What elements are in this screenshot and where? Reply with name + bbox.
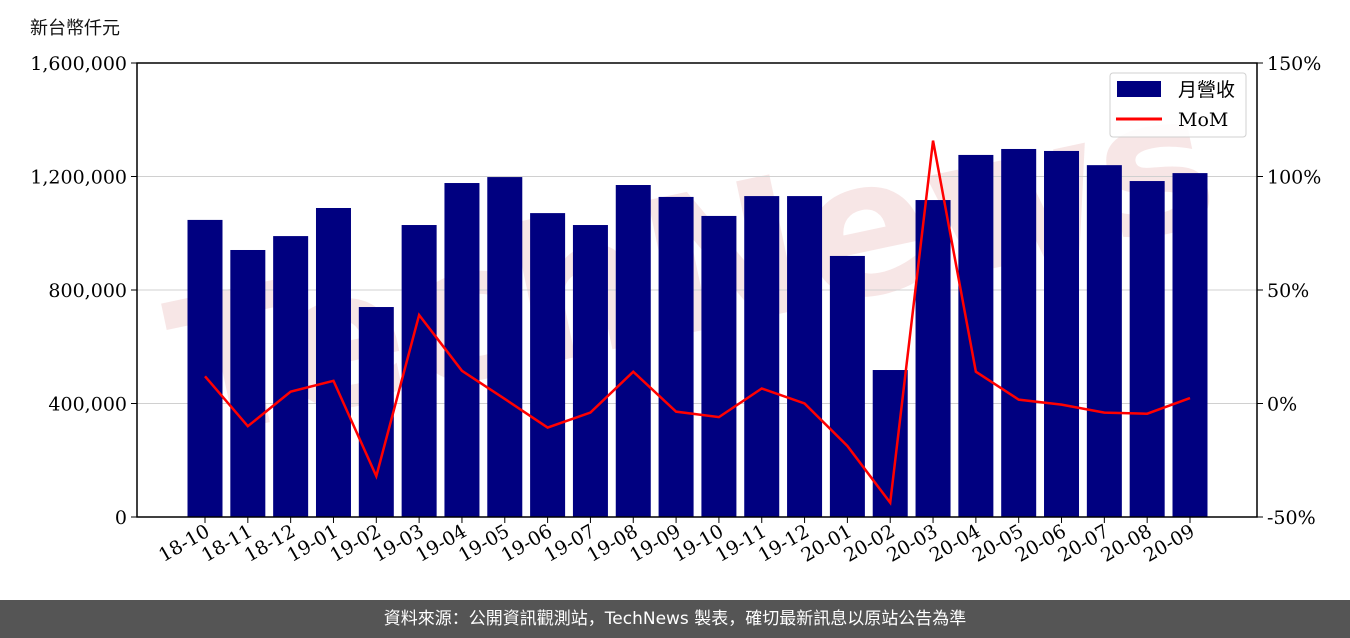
left-tick-label: 800,000	[48, 280, 127, 302]
bar-19-09	[658, 196, 694, 517]
bar-18-11	[230, 249, 266, 517]
bar-20-01	[829, 255, 865, 517]
left-tick-label: 1,200,000	[30, 167, 127, 189]
bar-20-05	[1001, 148, 1037, 517]
mom-line	[204, 140, 1191, 506]
bar-20-08	[1129, 181, 1165, 518]
revenue-chart: TechNews0400,000800,0001,200,0001,600,00…	[30, 47, 1321, 566]
right-tick-label: 50%	[1267, 280, 1309, 302]
bar-19-10	[701, 215, 737, 517]
right-tick-label: 150%	[1267, 53, 1321, 75]
bar-18-10	[187, 219, 223, 517]
bar-19-06	[530, 213, 566, 517]
legend-label-mom: MoM	[1178, 109, 1228, 131]
bar-19-01	[315, 207, 351, 517]
right-tick-label: 0%	[1267, 394, 1297, 416]
bar-19-12	[787, 196, 823, 518]
plot-frame	[136, 62, 1258, 518]
x-tick-label: 20-09	[1140, 520, 1198, 566]
bar-19-03	[401, 225, 437, 518]
right-tick-label: -50%	[1267, 507, 1316, 529]
legend-label-revenue: 月營收	[1178, 79, 1235, 101]
bar-20-03	[915, 200, 951, 517]
left-tick-label: 0	[115, 507, 127, 529]
bar-20-04	[958, 154, 994, 517]
bar-19-08	[615, 185, 651, 517]
legend-bar-swatch	[1117, 81, 1161, 97]
source-footer: 資料來源：公開資訊觀測站，TechNews 製表，確切最新訊息以原站公告為準	[0, 600, 1350, 638]
y-axis-unit-label: 新台幣仟元	[30, 18, 120, 39]
bar-19-04	[444, 183, 480, 517]
bar-19-05	[487, 177, 523, 517]
bar-20-09	[1172, 173, 1208, 517]
bar-19-02	[358, 307, 394, 517]
left-tick-label: 1,600,000	[30, 53, 127, 75]
bar-19-11	[744, 196, 780, 518]
bar-20-06	[1044, 150, 1080, 517]
right-tick-label: 100%	[1267, 167, 1321, 189]
left-tick-label: 400,000	[48, 394, 127, 416]
bar-18-12	[273, 236, 309, 517]
bar-20-07	[1086, 165, 1122, 517]
bar-19-07	[572, 225, 608, 518]
